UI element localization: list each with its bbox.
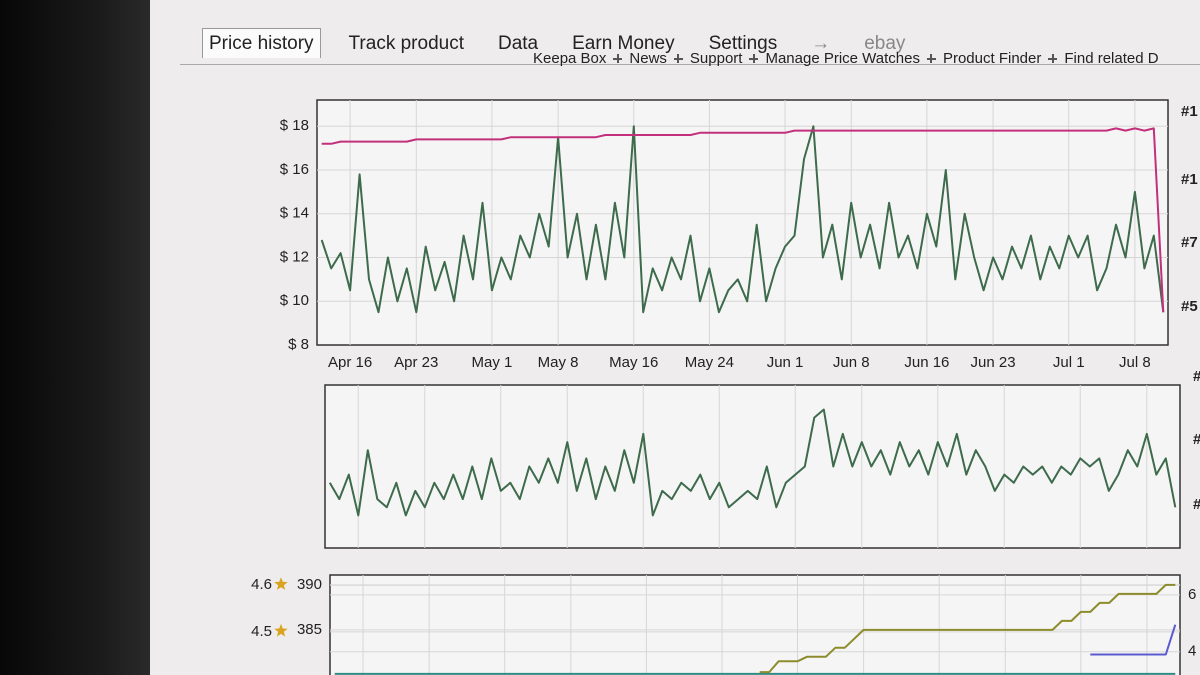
nav-link[interactable]: Keepa Box <box>533 50 607 67</box>
tick-label: 6 <box>1188 586 1196 603</box>
tick-label: $ 8 <box>288 336 309 353</box>
tick-label: 4.6 <box>251 576 272 593</box>
y2-label: #7 <box>1181 234 1198 251</box>
x-tick-label: Jun 23 <box>971 354 1016 371</box>
nav-link[interactable]: Manage Price Watches <box>765 50 920 67</box>
tab[interactable]: Earn Money <box>572 33 675 54</box>
tick-label: 4 <box>1188 643 1196 660</box>
x-tick-label: May 16 <box>609 354 658 371</box>
star-icon <box>274 577 288 590</box>
x-tick-label: Jul 8 <box>1119 354 1151 371</box>
tick-label: $ 10 <box>280 292 309 309</box>
tab[interactable]: → <box>811 33 831 54</box>
y2-label: #1 <box>1193 431 1200 448</box>
x-tick-label: May 8 <box>538 354 579 371</box>
tick-label: 385 <box>297 621 322 638</box>
tick-label: $ 12 <box>280 248 309 265</box>
series-line <box>1090 624 1177 656</box>
separator-icon <box>613 54 623 63</box>
y2-label: #1 <box>1193 368 1200 385</box>
star-icon <box>274 623 288 637</box>
tick-label: $ 16 <box>280 161 309 178</box>
tick-label: $ 14 <box>280 205 309 222</box>
tab[interactable]: Track product <box>348 33 464 54</box>
separator-icon <box>673 54 683 63</box>
link-bar: Keepa Box News Support Manage Price Watches… <box>533 50 1159 67</box>
separator-icon <box>749 54 759 63</box>
tick-label: 390 <box>297 576 322 593</box>
series-line <box>328 408 1177 517</box>
y2-label: #5 <box>1181 298 1198 315</box>
x-tick-label: Apr 23 <box>394 354 438 371</box>
x-tick-label: Apr 16 <box>328 354 372 371</box>
tick-label: $ 18 <box>280 117 309 134</box>
series-line <box>759 583 1176 674</box>
nav-link[interactable]: Support <box>689 50 743 67</box>
x-tick-label: Jun 1 <box>767 354 804 371</box>
series-line <box>321 127 1165 313</box>
y2-label: #1 <box>1181 103 1198 120</box>
plot-area <box>329 574 1181 675</box>
series-line <box>320 125 1165 314</box>
nav-link[interactable]: Find related D <box>1064 50 1159 67</box>
x-tick-label: Jun 8 <box>833 354 870 371</box>
nav-link[interactable]: News <box>629 50 667 67</box>
tab-bar: Price history Track product Data Earn Money… <box>202 28 911 58</box>
separator-icon <box>926 54 936 63</box>
monitor-bezel <box>0 0 150 675</box>
x-tick-label: Jun 16 <box>904 354 949 371</box>
tab[interactable]: Settings <box>708 33 778 54</box>
y2-label: #1 <box>1181 171 1198 188</box>
nav-link[interactable]: Product Finder <box>942 50 1042 67</box>
tab[interactable]: ebay <box>864 33 906 54</box>
x-tick-label: Jul 1 <box>1053 354 1085 371</box>
y2-label: #5 <box>1193 496 1200 513</box>
tick-label: 4.5 <box>251 623 272 640</box>
plot-area <box>324 384 1181 549</box>
x-tick-label: May 24 <box>685 354 734 371</box>
tab[interactable]: Price history <box>202 28 321 58</box>
plot-area <box>316 99 1169 346</box>
separator-icon <box>1048 54 1058 63</box>
tab-rule <box>180 64 1200 65</box>
x-tick-label: May 1 <box>471 354 512 371</box>
tab[interactable]: Data <box>497 33 539 54</box>
